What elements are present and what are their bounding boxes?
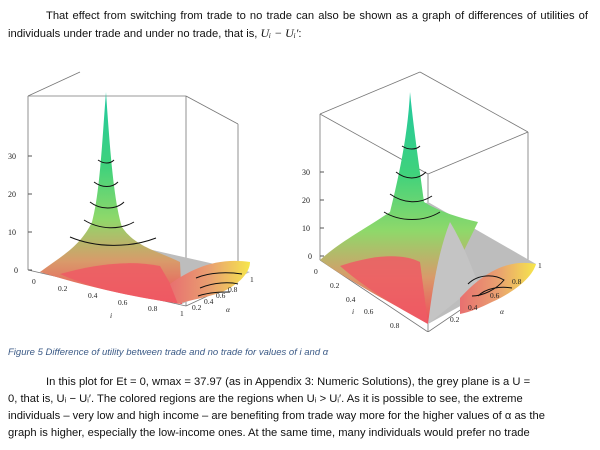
i-tick-label: 0.2 [58,284,68,293]
intro-text: That effect from switching from trade to… [8,10,588,40]
i-tick-label: 0.8 [148,304,158,313]
analysis-paragraph: In this plot for Et = 0, wmax = 37.97 (a… [8,374,588,442]
utility-difference-plot-right: 30 20 10 0 0 0.2 0.4 0.6 0.8 i 0.2 0.4 0… [302,71,542,332]
alpha-axis: 0.2 0.4 0.6 0.8 1 α [450,261,542,324]
i-tick-label: 0.6 [364,307,374,316]
paragraph-line: graph is higher, especially the low-inco… [8,427,530,439]
surface-high-income [460,262,536,314]
z-tick-label: 30 [8,152,16,161]
alpha-tick-label: 0.2 [192,303,202,312]
contour-lines [383,145,513,297]
z-tick-label: 10 [8,228,16,237]
z-axis: 30 20 10 0 [302,168,324,261]
intro-paragraph: That effect from switching from trade to… [8,10,588,40]
paragraph-line: In this plot for Et = 0, wmax = 37.97 (a… [46,376,531,388]
z-axis: 30 20 10 0 [8,152,32,275]
utility-difference-plot-left: 30 20 10 0 0 0.2 0.4 0.6 0.8 1 i 0.2 0.4… [8,71,254,320]
paragraph-line: 0, that is, Uᵢ − Uᵢ′. The colored region… [8,393,523,405]
z-tick-label: 30 [302,168,310,177]
alpha-tick-label: 0.6 [216,291,226,300]
i-tick-label: 0.6 [118,298,128,307]
utility-difference-formula: Uᵢ − Uᵢ′ [260,26,299,40]
alpha-tick-label: 1 [538,261,542,270]
i-tick-label: 0.4 [88,291,98,300]
i-tick-label: 0 [32,277,36,286]
z-tick-label: 20 [302,196,310,205]
surface-high-income [170,260,250,304]
z-tick-label: 0 [308,252,312,261]
alpha-tick-label: 0.8 [228,285,238,294]
i-tick-label: 0.4 [346,295,356,304]
i-axis: 0 0.2 0.4 0.6 0.8 i [314,267,400,330]
z-tick-label: 20 [8,190,16,199]
i-tick-label: 0.2 [330,281,340,290]
i-tick-label: 1 [180,309,184,318]
i-axis-label: i [352,307,354,316]
alpha-tick-label: 0.6 [490,291,500,300]
alpha-tick-label: 1 [250,275,254,284]
i-axis: 0 0.2 0.4 0.6 0.8 1 i [32,277,184,320]
i-axis-label: i [110,311,112,320]
alpha-axis: 0.2 0.4 0.6 0.8 1 α [192,275,254,314]
alpha-tick-label: 0.2 [450,315,460,324]
alpha-axis-label: α [226,305,231,314]
z-tick-label: 0 [14,266,18,275]
surface-low-income [40,92,182,304]
i-tick-label: 0.8 [390,321,400,330]
alpha-tick-label: 0.4 [204,297,214,306]
figure-caption: Figure 5 Difference of utility between t… [8,347,329,358]
alpha-axis-label: α [500,307,505,316]
z-tick-label: 10 [302,224,310,233]
paragraph-line: individuals – very low and high income –… [8,410,545,422]
contour-lines [69,159,243,297]
i-tick-label: 0 [314,267,318,276]
alpha-tick-label: 0.8 [512,277,522,286]
alpha-tick-label: 0.4 [468,303,478,312]
